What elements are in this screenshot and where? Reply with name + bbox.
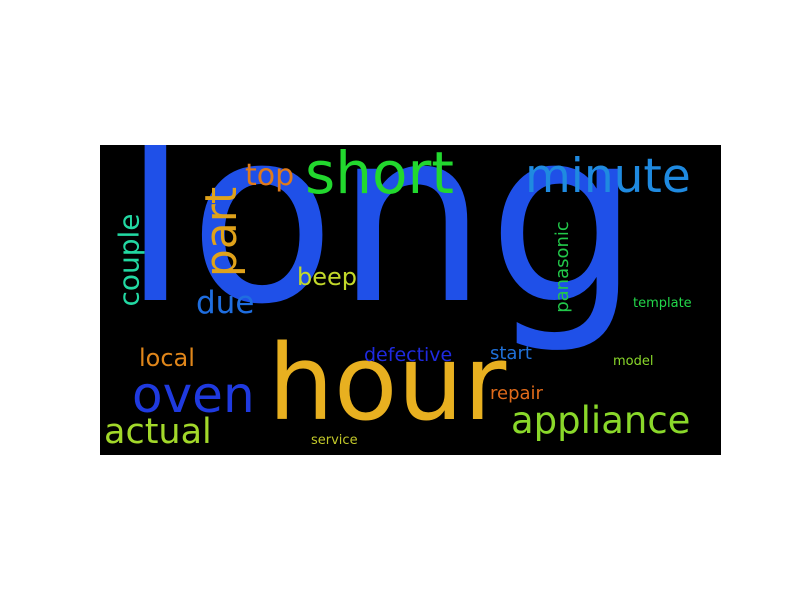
word-panasonic: panasonic [551, 221, 573, 313]
word-service: service [311, 433, 358, 448]
word-oven: oven [132, 366, 255, 424]
word-due: due [196, 285, 255, 321]
word-template: template [633, 296, 692, 311]
word-defective: defective [364, 344, 453, 366]
word-actual: actual [104, 412, 212, 452]
word-cloud: long hour short minute part top oven app… [100, 145, 721, 455]
word-beep: beep [297, 263, 357, 291]
word-short: short [305, 145, 455, 207]
word-model: model [613, 354, 654, 369]
word-start: start [490, 343, 532, 364]
word-hour: hour [268, 322, 507, 444]
word-top: top [245, 158, 295, 193]
word-couple: couple [112, 213, 146, 307]
word-local: local [139, 344, 195, 372]
word-repair: repair [490, 383, 543, 404]
word-long: long [122, 145, 640, 357]
word-minute: minute [525, 149, 691, 204]
word-part: part [196, 186, 248, 278]
word-appliance: appliance [511, 399, 691, 442]
